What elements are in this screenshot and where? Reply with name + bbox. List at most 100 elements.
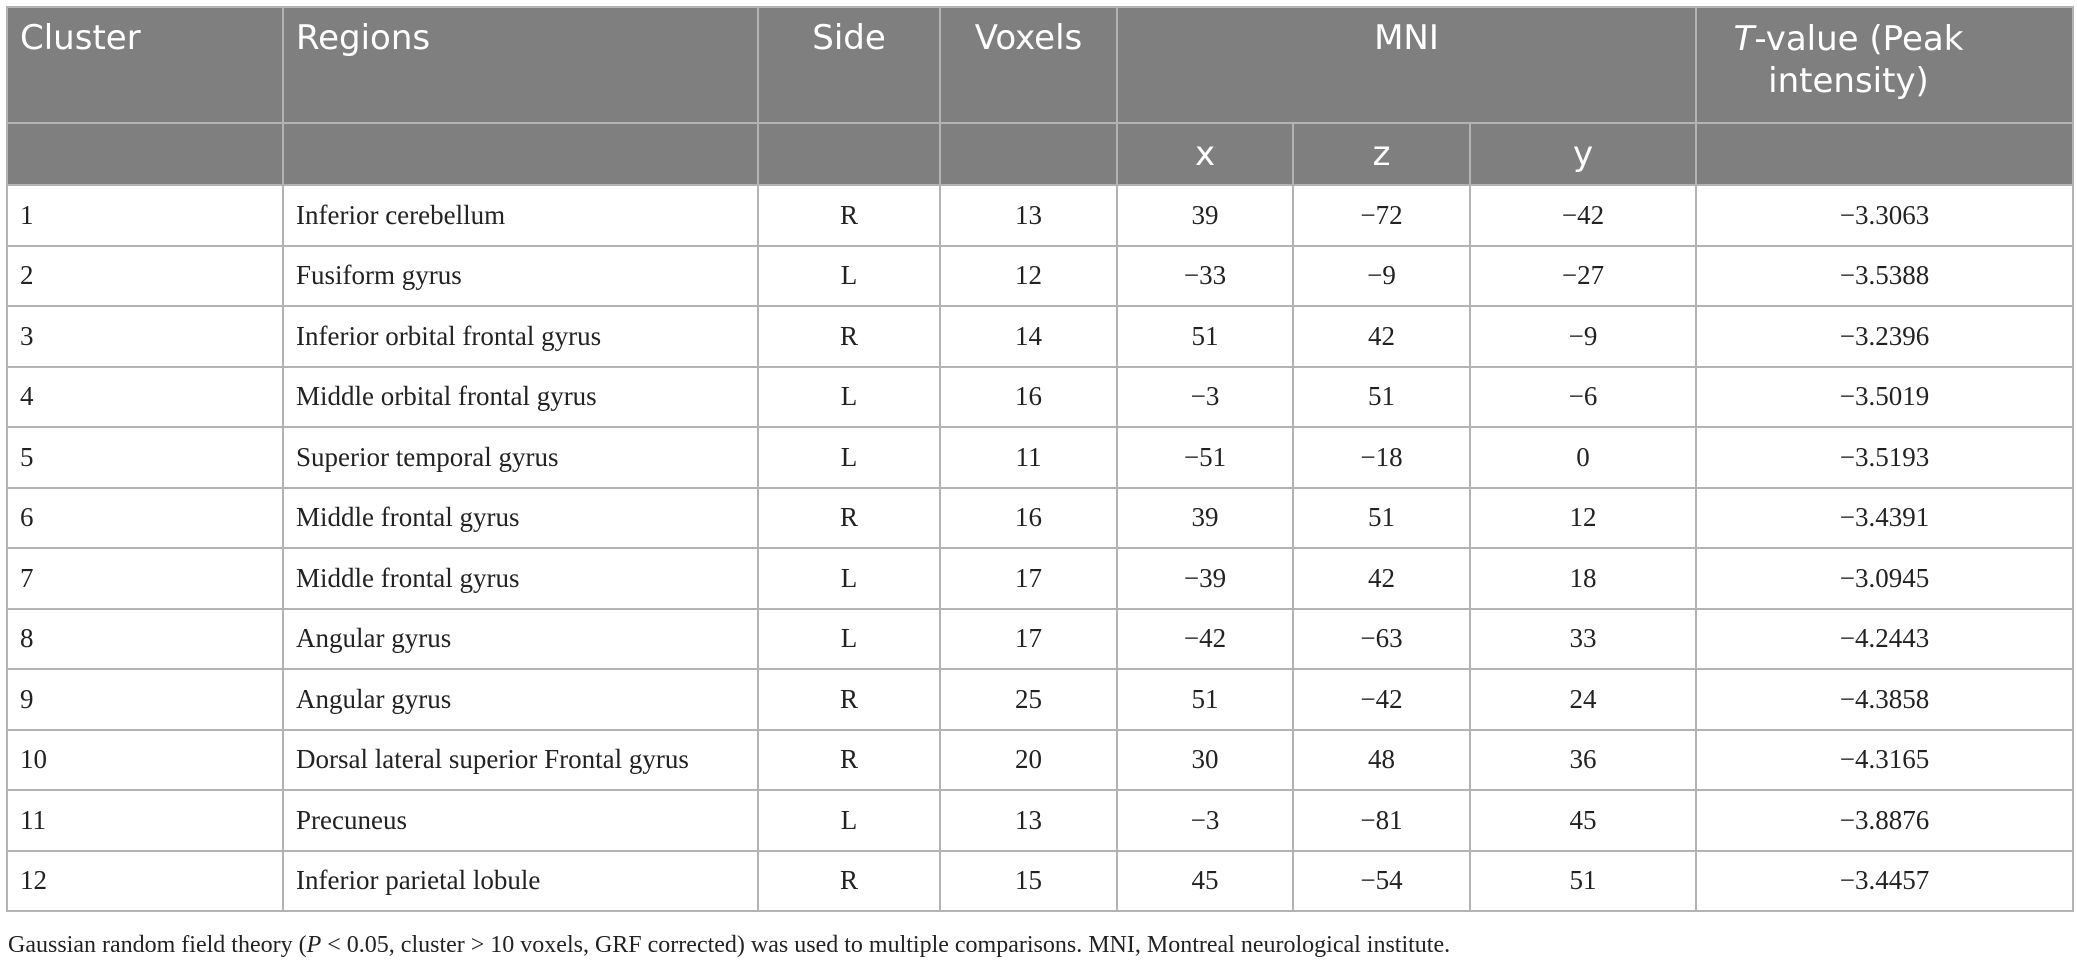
cell-voxels: 25 — [939, 668, 1118, 731]
table-header: Cluster Regions Side Voxels MNI T-value … — [6, 6, 2074, 186]
cell-mni-z: −9 — [1292, 244, 1471, 307]
cell-voxels: 17 — [939, 547, 1118, 610]
cell-region: Angular gyrus — [282, 607, 759, 670]
cell-mni-y: 36 — [1469, 728, 1697, 791]
cell-mni-x: 39 — [1116, 486, 1294, 549]
cell-mni-x: −39 — [1116, 547, 1294, 610]
cell-t-value: −4.2443 — [1695, 607, 2074, 670]
table-row: 1 Inferior cerebellum R 13 39 −72 −42 −3.3063 — [6, 184, 2074, 247]
cell-cluster: 10 — [6, 728, 284, 791]
cell-mni-z: −81 — [1292, 789, 1471, 852]
header-mni-z: z — [1292, 122, 1471, 186]
cell-mni-x: 39 — [1116, 184, 1294, 247]
cell-t-value: −3.0945 — [1695, 547, 2074, 610]
cell-region: Angular gyrus — [282, 668, 759, 731]
cell-voxels: 20 — [939, 728, 1118, 791]
cell-cluster: 4 — [6, 365, 284, 428]
header-mni: MNI — [1116, 6, 1697, 124]
cell-region: Fusiform gyrus — [282, 244, 759, 307]
cell-voxels: 13 — [939, 184, 1118, 247]
header-regions: Regions — [282, 6, 759, 124]
cell-mni-y: 45 — [1469, 789, 1697, 852]
header-mni-x: x — [1116, 122, 1294, 186]
cell-voxels: 17 — [939, 607, 1118, 670]
cell-t-value: −3.5019 — [1695, 365, 2074, 428]
header-t-value-label: -value (Peak intensity) — [1754, 19, 1964, 101]
cell-t-value: −3.2396 — [1695, 305, 2074, 368]
footnote-text-end: < 0.05, cluster > 10 voxels, GRF correct… — [321, 932, 1451, 958]
cell-cluster: 12 — [6, 849, 284, 912]
cell-region: Dorsal lateral superior Frontal gyrus — [282, 728, 759, 791]
cell-mni-z: 42 — [1292, 547, 1471, 610]
header-voxels: Voxels — [939, 6, 1118, 124]
table-row: 12 Inferior parietal lobule R 15 45 −54 51 −3.4… — [6, 849, 2074, 912]
table-row: 8 Angular gyrus L 17 −42 −63 33 −4.2443 — [6, 607, 2074, 670]
cell-cluster: 3 — [6, 305, 284, 368]
cell-side: R — [757, 849, 941, 912]
cell-mni-z: 42 — [1292, 305, 1471, 368]
cell-region: Superior temporal gyrus — [282, 426, 759, 489]
cell-t-value: −3.5388 — [1695, 244, 2074, 307]
cell-mni-x: −33 — [1116, 244, 1294, 307]
cell-region: Middle orbital frontal gyrus — [282, 365, 759, 428]
table-row: 7 Middle frontal gyrus L 17 −39 42 18 −3.0945 — [6, 547, 2074, 610]
table-row: 3 Inferior orbital frontal gyrus R 14 51 42 −9… — [6, 305, 2074, 368]
footnote-p-italic: P — [306, 932, 322, 958]
header-row-secondary: x z y — [6, 122, 2074, 186]
header-empty-regions — [282, 122, 759, 186]
cell-mni-y: 33 — [1469, 607, 1697, 670]
header-mni-y: y — [1469, 122, 1697, 186]
cell-region: Inferior parietal lobule — [282, 849, 759, 912]
cell-side: R — [757, 728, 941, 791]
cell-mni-y: −27 — [1469, 244, 1697, 307]
cell-side: L — [757, 365, 941, 428]
cell-side: R — [757, 486, 941, 549]
cell-mni-y: −6 — [1469, 365, 1697, 428]
cell-voxels: 16 — [939, 486, 1118, 549]
cell-mni-x: 51 — [1116, 305, 1294, 368]
cell-cluster: 9 — [6, 668, 284, 731]
table-row: 5 Superior temporal gyrus L 11 −51 −18 0 −3.519… — [6, 426, 2074, 489]
results-table-container: Cluster Regions Side Voxels MNI T-value … — [6, 6, 2074, 912]
header-t-value-italic: T — [1733, 19, 1755, 59]
cell-t-value: −4.3165 — [1695, 728, 2074, 791]
cell-voxels: 14 — [939, 305, 1118, 368]
table-row: 6 Middle frontal gyrus R 16 39 51 12 −3.4391 — [6, 486, 2074, 549]
table-footnote: Gaussian random field theory (P < 0.05, … — [8, 932, 1450, 959]
cell-t-value: −4.3858 — [1695, 668, 2074, 731]
cell-region: Inferior orbital frontal gyrus — [282, 305, 759, 368]
cell-t-value: −3.5193 — [1695, 426, 2074, 489]
cell-region: Precuneus — [282, 789, 759, 852]
cell-mni-z: −54 — [1292, 849, 1471, 912]
table-row: 9 Angular gyrus R 25 51 −42 24 −4.3858 — [6, 668, 2074, 731]
cell-mni-z: −42 — [1292, 668, 1471, 731]
cell-mni-z: −63 — [1292, 607, 1471, 670]
header-empty-cluster — [6, 122, 284, 186]
cell-cluster: 2 — [6, 244, 284, 307]
header-empty-side — [757, 122, 941, 186]
cell-mni-z: 48 — [1292, 728, 1471, 791]
cell-cluster: 11 — [6, 789, 284, 852]
table-row: 2 Fusiform gyrus L 12 −33 −9 −27 −3.5388 — [6, 244, 2074, 307]
results-table: Cluster Regions Side Voxels MNI T-value … — [6, 6, 2074, 912]
cell-mni-y: −42 — [1469, 184, 1697, 247]
cell-side: R — [757, 184, 941, 247]
cell-cluster: 1 — [6, 184, 284, 247]
cell-mni-x: −3 — [1116, 365, 1294, 428]
table-row: 11 Precuneus L 13 −3 −81 45 −3.8876 — [6, 789, 2074, 852]
header-row-primary: Cluster Regions Side Voxels MNI T-value … — [6, 6, 2074, 124]
cell-voxels: 13 — [939, 789, 1118, 852]
cell-side: L — [757, 607, 941, 670]
cell-side: L — [757, 244, 941, 307]
table-row: 10 Dorsal lateral superior Frontal gyrus R… — [6, 728, 2074, 791]
cell-mni-x: −42 — [1116, 607, 1294, 670]
cell-side: R — [757, 305, 941, 368]
cell-mni-x: 51 — [1116, 668, 1294, 731]
table-row: 4 Middle orbital frontal gyrus L 16 −3 51 −6 −3… — [6, 365, 2074, 428]
cell-t-value: −3.4391 — [1695, 486, 2074, 549]
cell-mni-y: −9 — [1469, 305, 1697, 368]
cell-mni-y: 51 — [1469, 849, 1697, 912]
cell-mni-x: 45 — [1116, 849, 1294, 912]
header-t-value: T-value (Peak intensity) — [1695, 6, 2074, 124]
footnote-text-start: Gaussian random field theory ( — [8, 932, 307, 958]
